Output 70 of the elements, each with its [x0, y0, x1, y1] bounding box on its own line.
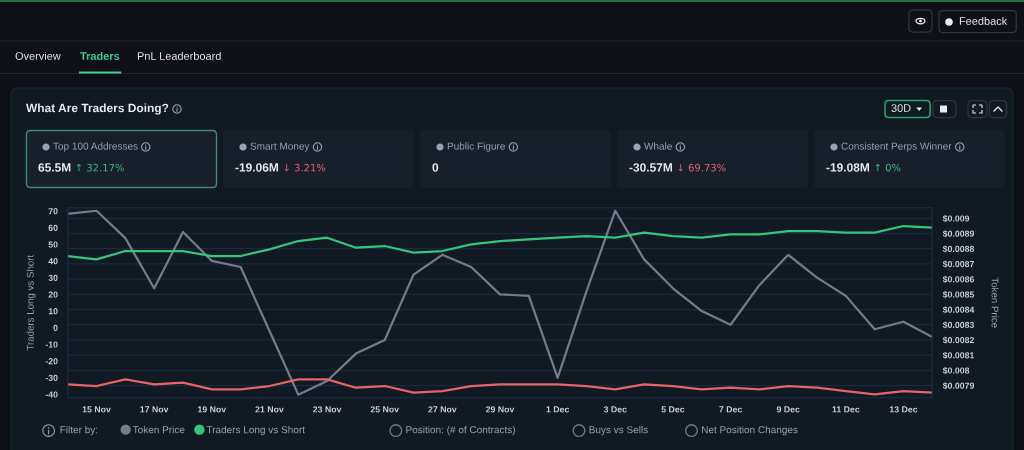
x-tick-label: 21 Nov: [255, 406, 284, 413]
y2-tick-label: $0.0082: [942, 336, 974, 344]
text: ↑ 0%: [875, 163, 901, 172]
text: -30.57M: [629, 163, 673, 172]
text: PnL Leaderboard: [137, 51, 221, 60]
text: What Are Traders Doing?: [26, 103, 169, 115]
x-tick-label: 15 Nov: [82, 406, 111, 413]
y2-tick-label: $0.0081: [942, 351, 975, 359]
x-tick-label: 27 Nov: [428, 406, 457, 413]
x-tick-label: 13 Dec: [889, 406, 918, 413]
text: Position: (# of Contracts): [406, 425, 515, 436]
legend-title: Filter by:: [60, 425, 98, 436]
y-tick-label: 0: [53, 324, 58, 331]
text: Net Position Changes: [702, 425, 798, 436]
text: ↓ 3.21%: [284, 163, 326, 172]
text: ↓ 69.73%: [678, 163, 726, 172]
y-tick-label: -30: [45, 374, 58, 381]
x-tick-label: 17 Nov: [140, 406, 169, 413]
legend-label: Token Price: [132, 425, 185, 434]
y2-tick-label: $0.009: [942, 215, 970, 223]
x-tick-label: 25 Nov: [370, 406, 400, 413]
y-tick-label: 20: [48, 291, 58, 298]
x-tick-label: 9 Dec: [776, 406, 800, 413]
x-tick-label: 19 Nov: [198, 406, 227, 413]
text: Feedback: [959, 16, 1008, 25]
y2-axis-title: Token Price: [991, 277, 999, 328]
y-axis-title: Traders Long vs Short: [26, 254, 36, 351]
x-tick-label: 11 Dec: [832, 406, 860, 413]
line-series: [67, 378, 933, 396]
line-series: [67, 209, 933, 396]
y-tick-label: -40: [45, 391, 58, 398]
x-tick-label: 1 Dec: [546, 406, 570, 413]
y-tick-label: 10: [48, 308, 58, 315]
text: Overview: [15, 51, 61, 60]
y2-tick-label: $0.0087: [942, 260, 974, 268]
y2-tick-label: $0.008: [942, 367, 970, 375]
y2-tick-label: $0.0083: [942, 321, 975, 329]
text: Whale: [644, 142, 672, 150]
x-tick-label: 7 Dec: [719, 406, 742, 413]
text: Buys vs Sells: [589, 425, 648, 436]
x-tick-label: 29 Nov: [485, 406, 515, 413]
text: Smart Money: [250, 142, 310, 152]
y-tick-label: 60: [48, 224, 58, 231]
text: Traders: [80, 51, 120, 60]
y-tick-label: 40: [48, 258, 58, 265]
y2-tick-label: $0.0088: [942, 245, 975, 253]
text: 65.5M: [38, 163, 71, 172]
y2-tick-label: $0.0085: [942, 291, 975, 299]
line-series: [67, 224, 933, 261]
y2-tick-label: $0.0089: [942, 230, 975, 238]
text: 0: [432, 163, 439, 172]
text: Public Figure: [447, 142, 505, 152]
text: -19.06M: [235, 163, 279, 172]
y-tick-label: 30: [48, 274, 58, 281]
y-tick-label: -10: [45, 341, 58, 348]
y2-tick-label: $0.0079: [942, 382, 975, 390]
y-tick-label: -20: [45, 358, 58, 365]
x-tick-label: 3 Dec: [603, 406, 627, 413]
text: Consistent Perps Winner: [841, 142, 952, 152]
text: 30D: [891, 104, 911, 112]
y-tick-label: 50: [48, 241, 58, 248]
y2-tick-label: $0.0084: [942, 306, 975, 314]
text: ↑ 32.17%: [76, 163, 124, 172]
legend-label: Traders Long vs Short: [206, 425, 305, 436]
text: Top 100 Addresses: [53, 142, 138, 152]
x-tick-label: 5 Dec: [661, 406, 685, 413]
y2-tick-label: $0.0086: [942, 275, 975, 283]
y-tick-label: 70: [48, 208, 58, 215]
x-tick-label: 23 Nov: [313, 406, 342, 413]
text: -19.08M: [826, 163, 870, 172]
